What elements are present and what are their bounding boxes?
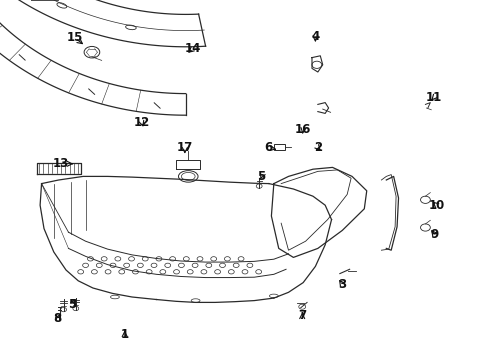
Text: 1: 1 [121,328,128,341]
Text: 4: 4 [311,30,319,42]
Bar [273,144,284,150]
Text: 6: 6 [264,141,275,154]
Text: 3: 3 [338,278,346,291]
Text: 12: 12 [133,116,150,129]
Text: 15: 15 [66,31,83,44]
Text: 9: 9 [429,228,437,240]
Text: 5: 5 [68,298,76,311]
Text: 8: 8 [54,312,61,325]
Text: 10: 10 [427,199,444,212]
Text: 13: 13 [53,157,72,170]
Text: 2: 2 [313,141,321,154]
Text: 17: 17 [176,141,193,154]
Text: 16: 16 [294,123,311,136]
Text: 11: 11 [425,91,442,104]
Text: 14: 14 [184,42,201,55]
Text: 5: 5 [257,170,265,183]
Text: 7: 7 [298,309,305,322]
